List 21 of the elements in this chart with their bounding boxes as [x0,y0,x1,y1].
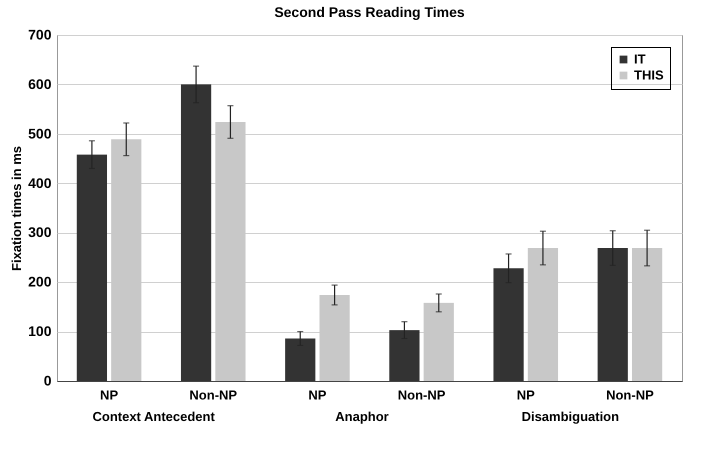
text: Context Antecedent [92,409,216,424]
y-axis-title: Fixation times in ms [9,146,24,271]
chart-title: Second Pass Reading Times [274,4,465,20]
legend-label: IT [634,52,646,66]
text: Anaphor [335,409,389,424]
y-tick-label: 600 [28,76,52,92]
x-tick-label: NP [100,388,118,402]
y-tick-label: 300 [28,224,52,240]
x-tick-label: NP [308,388,327,402]
x-tick-label: Non-NP [189,388,238,402]
y-tick-label: 0 [44,372,52,388]
y-tick-label: 400 [28,174,52,191]
y-tick-label: 700 [28,26,52,42]
x-tick-label: NP [516,388,536,402]
x-tick-label: Non-NP [398,388,446,402]
y-tick-label: 500 [28,125,52,142]
y-tick-label: 200 [28,274,52,290]
legend-label: THIS [634,68,664,82]
x-tick-label: Non-NP [606,388,654,402]
y-tick-label: 100 [28,323,52,340]
text: Disambiguation [522,409,620,424]
